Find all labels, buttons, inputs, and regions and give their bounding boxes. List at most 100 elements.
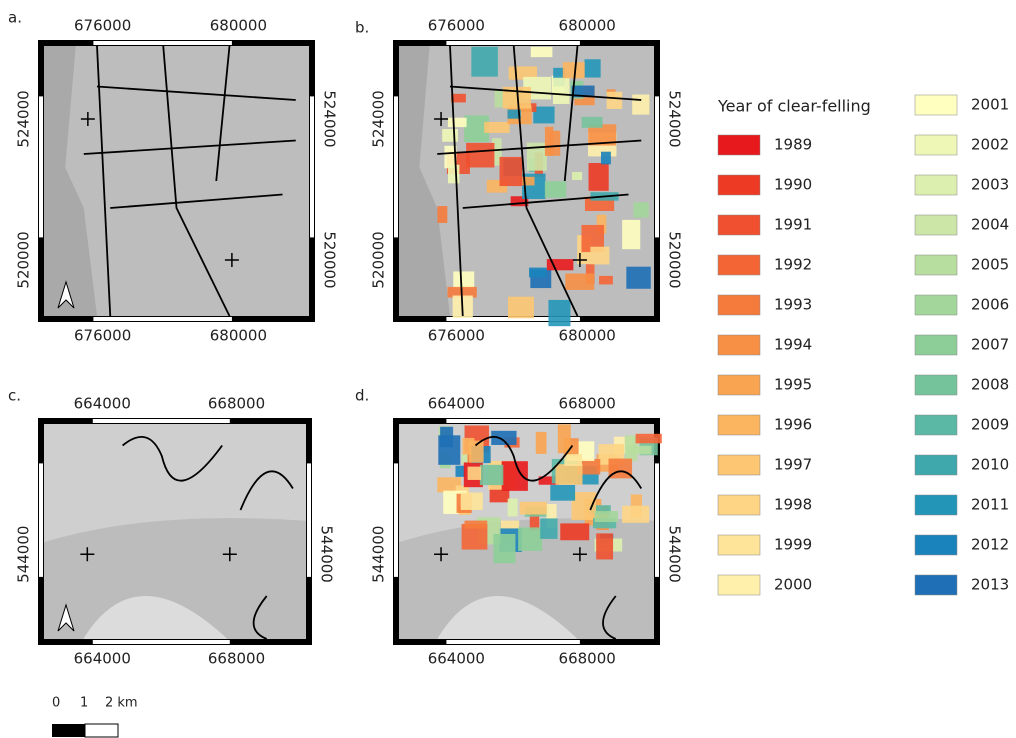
y-coord-left: 544000 <box>370 526 388 583</box>
border-segment <box>39 463 43 577</box>
y-coord-right: 544000 <box>318 526 336 583</box>
scale-label: 2 km <box>105 696 138 711</box>
felling-patch <box>564 454 582 466</box>
panel-label: b. <box>355 19 369 37</box>
legend-year: 2000 <box>774 576 812 594</box>
scale-label: 0 <box>52 696 60 711</box>
x-coord-bottom: 664000 <box>74 650 131 668</box>
border-segment <box>93 41 232 45</box>
panel-label: c. <box>8 387 21 405</box>
legend-year: 2008 <box>971 376 1009 394</box>
felling-patch <box>636 434 662 444</box>
border-segment <box>39 96 43 237</box>
felling-patch <box>493 534 515 563</box>
legend-year: 2012 <box>971 536 1009 554</box>
felling-patch <box>589 163 609 191</box>
felling-patch <box>550 485 575 501</box>
border-segment <box>310 96 314 237</box>
felling-patch <box>563 62 585 78</box>
felling-patch <box>468 467 482 480</box>
felling-patch <box>448 165 459 184</box>
felling-patch <box>508 499 518 517</box>
felling-patch <box>536 432 547 454</box>
legend-year: 2001 <box>971 96 1009 114</box>
legend-swatch <box>718 295 760 315</box>
felling-patch <box>442 129 458 142</box>
border-segment <box>446 419 580 423</box>
y-coord-left: 524000 <box>15 90 33 147</box>
x-coord-bottom: 680000 <box>559 327 616 345</box>
legend-year: 1997 <box>774 456 812 474</box>
felling-patch <box>466 143 494 168</box>
felling-patch <box>508 297 534 319</box>
felling-patch <box>533 107 554 124</box>
felling-patch <box>438 435 460 464</box>
legend-swatch <box>718 575 760 595</box>
legend-swatch <box>915 575 957 595</box>
legend-swatch <box>915 95 957 115</box>
legend-swatch <box>718 415 760 435</box>
figure: a. 676000 680000 676000 680000 524000 520000 52… <box>0 0 1016 738</box>
legend-year: 1995 <box>774 376 812 394</box>
x-coord-top: 664000 <box>74 395 131 413</box>
x-coord-top: 680000 <box>210 17 267 35</box>
felling-patch <box>622 220 640 249</box>
legend-swatch <box>915 415 957 435</box>
panel-label: a. <box>8 9 22 27</box>
legend-swatch <box>915 295 957 315</box>
felling-patch <box>540 518 557 538</box>
legend-swatch <box>915 495 957 515</box>
felling-patch <box>548 300 570 326</box>
felling-patch <box>448 118 467 127</box>
legend-swatch <box>718 375 760 395</box>
y-coord-left: 524000 <box>370 90 388 147</box>
felling-patch <box>572 172 582 180</box>
x-coord-top: 668000 <box>208 395 265 413</box>
felling-patch <box>553 78 570 104</box>
x-coord-bottom: 676000 <box>428 327 485 345</box>
legend-year: 1998 <box>774 496 812 514</box>
felling-patch <box>518 527 542 551</box>
border-segment <box>394 463 398 577</box>
felling-patch <box>582 117 603 128</box>
felling-patch <box>627 446 652 455</box>
felling-patch <box>520 502 547 515</box>
felling-patch <box>502 461 528 491</box>
felling-patch <box>484 122 509 133</box>
felling-patch <box>437 206 447 223</box>
x-coord-top: 676000 <box>428 17 485 35</box>
y-coord-left: 544000 <box>15 526 33 583</box>
x-coord-bottom: 664000 <box>428 650 485 668</box>
x-coord-top: 664000 <box>428 395 485 413</box>
border-segment <box>446 41 580 45</box>
legend-year: 1990 <box>774 176 812 194</box>
legend-year: 2009 <box>971 416 1009 434</box>
legend-swatch <box>718 335 760 355</box>
legend-year: 2002 <box>971 136 1009 154</box>
legend-year: 1999 <box>774 536 812 554</box>
legend-swatch <box>718 175 760 195</box>
legend-year: 1991 <box>774 216 812 234</box>
legend-swatch <box>915 335 957 355</box>
felling-patch <box>601 152 611 165</box>
felling-patch <box>599 276 613 285</box>
felling-patch <box>471 47 498 77</box>
felling-patch <box>531 47 553 57</box>
legend-year: 1992 <box>774 256 812 274</box>
border-segment <box>655 96 659 237</box>
legend-year: 2003 <box>971 176 1009 194</box>
legend-year: 2005 <box>971 256 1009 274</box>
x-coord-bottom: 668000 <box>208 650 265 668</box>
y-coord-right: 520000 <box>321 231 339 288</box>
x-coord-top: 680000 <box>559 17 616 35</box>
x-coord-bottom: 668000 <box>559 650 616 668</box>
legend-year: 2006 <box>971 296 1009 314</box>
legend-year: 2011 <box>971 496 1009 514</box>
felling-patch <box>633 202 648 217</box>
felling-patch <box>491 431 516 445</box>
y-coord-right: 524000 <box>666 90 684 147</box>
legend-swatch <box>915 215 957 235</box>
legend-year: 2010 <box>971 456 1009 474</box>
border-segment <box>93 419 230 423</box>
felling-patch <box>595 511 618 522</box>
